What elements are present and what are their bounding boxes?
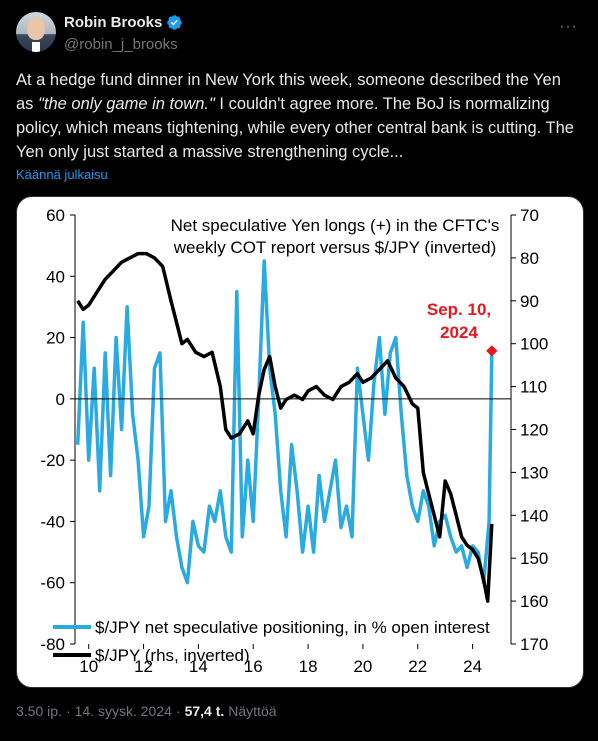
- x-tick-label: 16: [244, 657, 263, 676]
- author-handle[interactable]: @robin_j_brooks: [64, 36, 178, 53]
- chart: 60 40 20 0 -20 -40 -60 -80 70 80 90 100 110 120 130 140…: [40, 206, 548, 676]
- y-left-tick-label: 60: [46, 206, 65, 225]
- views-label: Näyttöä: [228, 703, 277, 719]
- views-count: 57,4 t.: [184, 703, 225, 719]
- footer-separator: ·: [65, 703, 71, 719]
- y-left-tick-label: -20: [40, 451, 65, 470]
- legend-label-positioning: $/JPY net speculative positioning, in % …: [95, 618, 490, 637]
- chart-title-line2: weekly COT report versus $/JPY (inverted…: [173, 238, 497, 257]
- footer-separator: ·: [175, 703, 181, 719]
- avatar[interactable]: [16, 12, 56, 52]
- y-left-tick-label: 20: [46, 329, 65, 348]
- x-tick-label: 12: [134, 657, 153, 676]
- avatar-collar: [32, 42, 40, 52]
- x-tick-label: 18: [299, 657, 318, 676]
- translate-link[interactable]: Käännä julkaisu: [16, 167, 108, 182]
- author-name-row[interactable]: Robin Brooks: [64, 14, 183, 31]
- legend-label-usdjpy: $/JPY (rhs, inverted): [95, 646, 250, 665]
- series-line-positioning: [75, 259, 494, 585]
- y-right-tick-label: 160: [520, 592, 548, 611]
- y-left-tick-label: 40: [46, 267, 65, 286]
- tweet-text-quote: "the only game in town.": [38, 95, 215, 113]
- y-right-tick-label: 170: [520, 635, 548, 654]
- tweet-text-part2: I couldn't agree more. The BoJ is normal…: [16, 95, 574, 161]
- y-left-tick-label: -40: [40, 512, 65, 531]
- y-right-tick-label: 150: [520, 549, 548, 568]
- annotation-marker: [486, 345, 498, 357]
- chart-title-line1: Net speculative Yen longs (+) in the CFT…: [171, 216, 500, 235]
- x-tick-label: 24: [463, 657, 482, 676]
- tweet-text-part1: At a hedge fund dinner in New York this …: [16, 71, 561, 113]
- y-right-tick-label: 110: [520, 378, 547, 397]
- tweet-footer: 3.50 ip. · 14. syysk. 2024 · 57,4 t. Näy…: [16, 703, 277, 719]
- tweet-time[interactable]: 3.50 ip.: [16, 703, 62, 719]
- verified-badge-icon: [167, 15, 183, 30]
- tweet-text: At a hedge fund dinner in New York this …: [16, 68, 582, 164]
- tweet-date[interactable]: 14. syysk. 2024: [74, 703, 172, 719]
- y-right-tick-label: 130: [520, 463, 548, 482]
- more-options-icon[interactable]: ···: [559, 18, 578, 35]
- y-right-tick-label: 120: [520, 421, 548, 440]
- author-name[interactable]: Robin Brooks: [64, 14, 163, 31]
- x-tick-label: 14: [189, 657, 208, 676]
- annotation-date-line2: 2024: [440, 323, 478, 342]
- y-right-tick-label: 100: [520, 335, 548, 354]
- y-right-tick-label: 80: [520, 249, 539, 268]
- annotation-date-line1: Sep. 10,: [427, 300, 491, 319]
- x-tick-label: 22: [408, 657, 427, 676]
- tweet-media-chart[interactable]: 60 40 20 0 -20 -40 -60 -80 70 80 90 100 110 120 130 140…: [16, 196, 584, 688]
- y-left-tick-label: -60: [40, 574, 65, 593]
- avatar-face: [27, 18, 45, 40]
- y-right-tick-label: 140: [520, 506, 548, 525]
- series-line-usdjpy: [76, 251, 494, 603]
- y-right-tick-label: 90: [520, 292, 539, 311]
- y-left-tick-label: -80: [40, 635, 65, 654]
- y-right-tick-label: 70: [520, 206, 539, 225]
- y-left-tick-label: 0: [56, 390, 65, 409]
- x-tick-label: 20: [353, 657, 372, 676]
- x-tick-label: 10: [79, 657, 98, 676]
